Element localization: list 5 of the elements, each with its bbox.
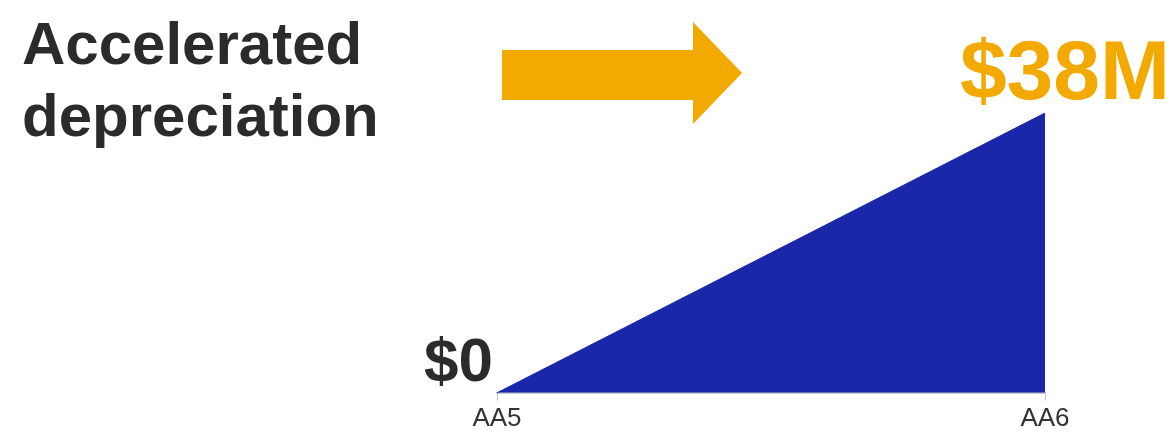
chart-title: Accelerated depreciation [22,9,380,151]
data-label: $38M [959,23,1170,117]
x-tick-label: AA5 [472,401,522,432]
x-tick-label: AA6 [1020,401,1070,432]
data-label: $0 [424,324,493,394]
